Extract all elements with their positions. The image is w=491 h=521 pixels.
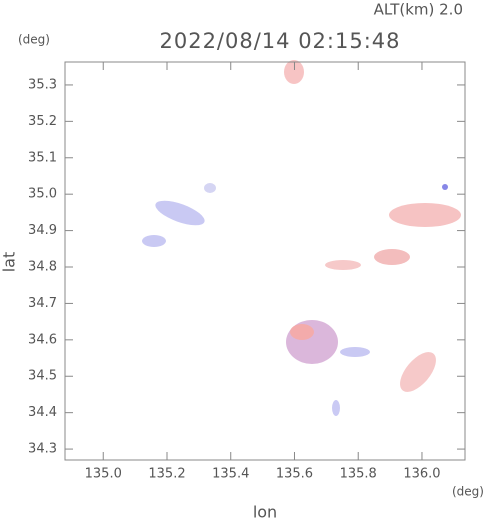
echo xyxy=(290,324,314,340)
echo xyxy=(400,352,436,392)
x-tick-label: 135.2 xyxy=(148,467,185,482)
y-tick-label: 34.4 xyxy=(28,405,57,420)
echo xyxy=(142,235,166,247)
chart-title: 2022/08/14 02:15:48 xyxy=(159,29,400,53)
x-tick-label: 135.6 xyxy=(276,467,313,482)
y-tick-label: 34.3 xyxy=(28,442,57,457)
echo xyxy=(442,184,448,190)
y-tick-label: 34.5 xyxy=(28,369,57,384)
x-tick-label: 135.0 xyxy=(85,467,122,482)
x-tick-label: 135.8 xyxy=(340,467,377,482)
y-tick-label: 35.1 xyxy=(28,150,57,165)
y-tick-label: 34.7 xyxy=(28,296,57,311)
echo xyxy=(340,347,370,357)
echo xyxy=(204,183,216,193)
y-tick-label: 34.9 xyxy=(28,223,57,238)
y-tick-label: 34.6 xyxy=(28,332,57,347)
x-unit: (deg) xyxy=(452,485,484,499)
y-tick-label: 34.8 xyxy=(28,260,57,275)
plot-frame xyxy=(64,61,466,461)
altitude-label: ALT(km) 2.0 xyxy=(374,1,463,19)
y-tick-label: 35.0 xyxy=(28,187,57,202)
echo xyxy=(325,260,361,270)
echo xyxy=(374,249,410,265)
echo xyxy=(284,60,304,84)
radar-echoes xyxy=(142,60,461,416)
echo xyxy=(155,200,205,226)
y-axis-label: lat xyxy=(0,252,19,273)
x-tick-label: 136.0 xyxy=(403,467,440,482)
y-unit: (deg) xyxy=(18,33,50,47)
echo xyxy=(332,400,340,416)
x-axis-label: lon xyxy=(253,503,277,521)
y-tick-label: 35.3 xyxy=(28,77,57,92)
echo xyxy=(389,203,461,227)
y-tick-label: 35.2 xyxy=(28,114,57,129)
x-tick-label: 135.4 xyxy=(212,467,249,482)
